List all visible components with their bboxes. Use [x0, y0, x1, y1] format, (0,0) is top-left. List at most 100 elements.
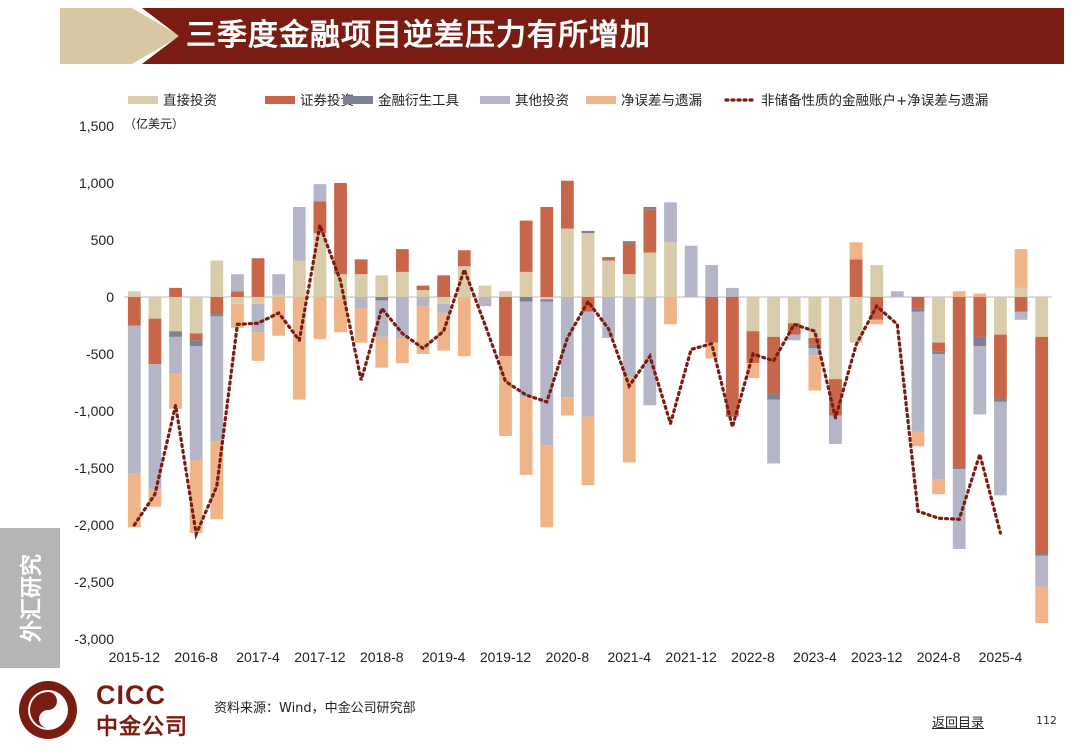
bar-portfolio [1035, 336, 1049, 554]
bar-portfolio [643, 209, 657, 253]
bar-other [375, 300, 389, 337]
logo-text-en: CICC [96, 680, 166, 710]
legend-label: 净误差与遗漏 [621, 93, 702, 109]
page-title: 三季度金融项目逆差压力有所增加 [186, 18, 651, 53]
bar-errors [849, 242, 863, 260]
legend-swatch-derivatives [343, 96, 373, 104]
bar-portfolio [169, 287, 182, 297]
bar-direct [829, 297, 842, 380]
bar-other [292, 206, 306, 261]
x-tick-label: 2016-8 [174, 649, 218, 665]
bar-other [540, 301, 554, 446]
y-tick-label: -1,500 [74, 460, 114, 476]
logo-text-cn: 中金公司 [96, 715, 189, 740]
bar-direct [849, 297, 863, 343]
bar-direct [354, 274, 368, 297]
bar-direct [189, 297, 203, 334]
x-tick-label: 2017-12 [294, 649, 346, 665]
financial-account-chart: -3,000 -2,500 -2,000 -1,500 -1,000 -500 0 500 1,… [74, 92, 1052, 665]
bar-other [313, 184, 327, 202]
bar-portfolio [457, 250, 471, 267]
bar-other [127, 325, 141, 474]
bar-direct [127, 291, 141, 297]
bar-portfolio [313, 201, 327, 234]
x-tick-label: 2020-8 [546, 649, 590, 665]
bar-direct [396, 271, 409, 297]
bar-direct [169, 297, 182, 332]
y-tick-label: 500 [91, 232, 115, 248]
x-tick-label: 2025-4 [979, 649, 1023, 665]
x-tick-label: 2022-8 [731, 649, 775, 665]
bar-other [251, 303, 265, 333]
x-tick-label: 2017-4 [236, 649, 280, 665]
bar-other [437, 303, 451, 313]
bar-direct [767, 297, 780, 337]
bar-errors [581, 416, 595, 486]
bar-derivatives [973, 336, 987, 347]
y-tick-label: -2,500 [74, 574, 114, 590]
bar-direct [808, 297, 822, 339]
bar-derivatives [932, 351, 945, 354]
bar-derivatives [519, 297, 533, 302]
bar-portfolio [499, 297, 512, 357]
y-tick-label: 1,000 [79, 175, 114, 191]
bar-errors [870, 319, 884, 325]
y-tick-label: -3,000 [74, 631, 114, 647]
bar-portfolio [849, 259, 863, 297]
bar-portfolio [519, 220, 533, 272]
bar-direct [602, 260, 616, 297]
source-note: 资料来源：Wind，中金公司研究部 [214, 701, 416, 716]
bar-errors [973, 293, 987, 297]
legend-label: 金融衍生工具 [378, 93, 459, 109]
bar-direct [457, 266, 471, 297]
legend-label: 非储备性质的金融账户+净误差与遗漏 [761, 92, 988, 109]
bar-other [994, 401, 1007, 496]
bar-direct [416, 290, 430, 297]
bar-errors [519, 397, 533, 475]
bar-portfolio [189, 333, 203, 341]
bar-portfolio [602, 257, 616, 261]
bar-other [643, 297, 657, 406]
bar-portfolio [808, 338, 822, 345]
bar-direct [932, 297, 945, 343]
bar-direct [643, 252, 657, 297]
bar-direct [581, 233, 595, 297]
bar-errors [127, 473, 141, 528]
bar-errors [416, 306, 430, 354]
bar-other [787, 334, 801, 341]
bar-portfolio [437, 275, 451, 297]
bar-other [932, 354, 945, 480]
bar-other [581, 311, 595, 417]
bar-other [560, 297, 574, 398]
bar-direct [292, 260, 306, 297]
bar-other [767, 399, 780, 464]
bar-portfolio [725, 297, 739, 417]
bar-other [148, 364, 162, 490]
y-tick-label: -500 [86, 346, 114, 362]
bar-direct [560, 228, 574, 297]
bar-direct [251, 297, 265, 304]
bar-other [664, 202, 677, 243]
bar-other [911, 311, 925, 432]
bar-portfolio [231, 291, 244, 297]
bar-portfolio [210, 297, 224, 315]
bar-other [210, 316, 224, 442]
bar-other [684, 245, 698, 297]
bar-derivatives [767, 393, 780, 400]
bar-derivatives [1035, 553, 1049, 556]
bar-direct [478, 285, 492, 297]
back-to-contents-link[interactable]: 返回目录 [932, 716, 985, 731]
bar-derivatives [952, 468, 966, 470]
bar-direct [148, 297, 162, 319]
bar-derivatives [643, 206, 657, 210]
bar-direct [746, 297, 760, 332]
bar-direct [1035, 297, 1049, 337]
bar-other [169, 336, 182, 374]
x-tick-label: 2024-8 [917, 649, 961, 665]
bar-direct [1014, 287, 1028, 297]
bar-portfolio [1014, 297, 1028, 312]
bar-portfolio [354, 259, 368, 275]
bar-portfolio [251, 258, 265, 297]
bar-portfolio [767, 336, 780, 394]
bar-direct [231, 297, 244, 304]
